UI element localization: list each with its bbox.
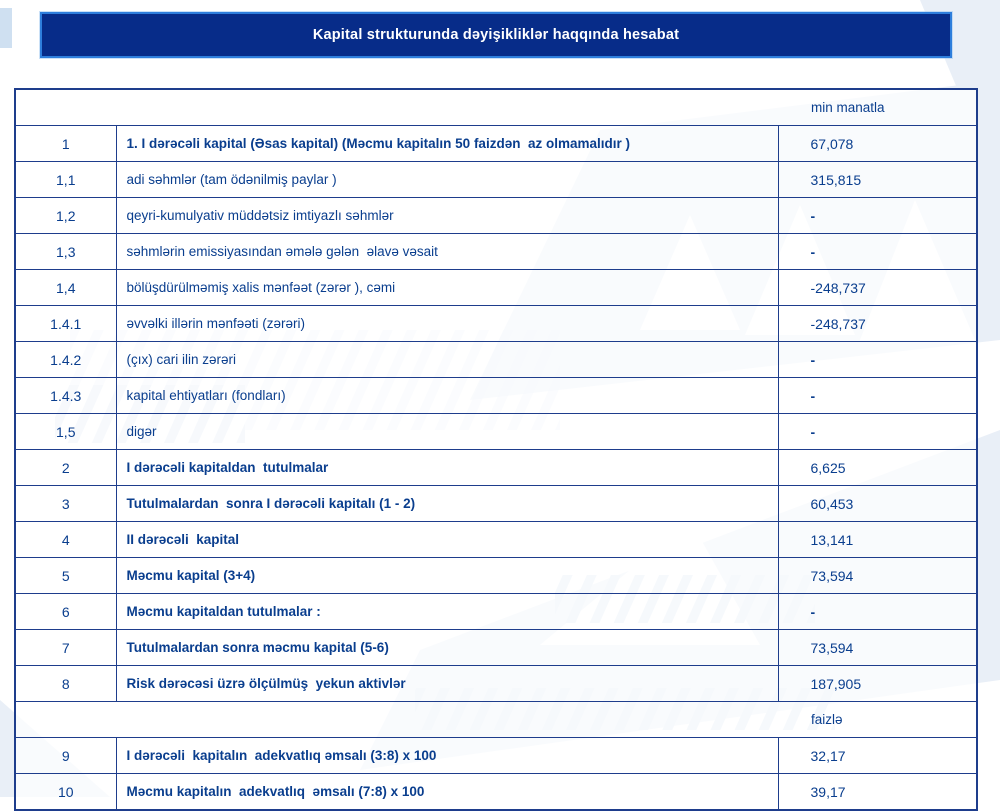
row-value: - — [777, 377, 978, 414]
unit-row-faizle: faizlə — [14, 701, 978, 738]
table-row-10: 10 Məcmu kapitalın adekvatlıq əmsalı (7:… — [14, 773, 978, 811]
table-row-9: 9 I dərəcəli kapitalın adekvatlıq əmsalı… — [14, 737, 978, 774]
row-value: 67,078 — [777, 125, 978, 162]
row-number: 1,5 — [14, 413, 117, 450]
table-row-1-3: 1,3 səhmlərin emissiyasından əmələ gələn… — [14, 233, 978, 270]
row-label: Məcmu kapital (3+4) — [115, 557, 779, 594]
table-row-5: 5 Məcmu kapital (3+4) 73,594 — [14, 557, 978, 594]
table-row-1-2: 1,2 qeyri-kumulyativ müddətsiz imtiyazlı… — [14, 197, 978, 234]
unit-row-min-manatla: min manatla — [14, 88, 978, 126]
row-number: 1,2 — [14, 197, 117, 234]
table-row-1-4: 1,4 bölüşdürülməmiş xalis mənfəət (zərər… — [14, 269, 978, 306]
row-label: II dərəcəli kapital — [115, 521, 779, 558]
table-row-8: 8 Risk dərəcəsi üzrə ölçülmüş yekun akti… — [14, 665, 978, 702]
row-number: 2 — [14, 449, 117, 486]
row-number: 1.4.1 — [14, 305, 117, 342]
row-number: 1.4.2 — [14, 341, 117, 378]
row-value: 315,815 — [777, 161, 978, 198]
row-value: 73,594 — [777, 557, 978, 594]
row-label: qeyri-kumulyativ müddətsiz imtiyazlı səh… — [115, 197, 779, 234]
row-value: 187,905 — [777, 665, 978, 702]
row-value: -248,737 — [777, 269, 978, 306]
row-number: 4 — [14, 521, 117, 558]
row-label: Tutulmalardan sonra I dərəcəli kapitalı … — [115, 485, 779, 522]
report-title: Kapital strukturunda dəyişikliklər haqqı… — [312, 27, 680, 43]
table-row-4: 4 II dərəcəli kapital 13,141 — [14, 521, 978, 558]
row-value: 39,17 — [777, 773, 978, 811]
table-row-7: 7 Tutulmalardan sonra məcmu kapital (5-6… — [14, 629, 978, 666]
row-label: Məcmu kapitalın adekvatlıq əmsalı (7:8) … — [115, 773, 779, 811]
row-number: 9 — [14, 737, 117, 774]
row-value: - — [777, 413, 978, 450]
row-label: adi səhmlər (tam ödənilmiş paylar ) — [115, 161, 779, 198]
capital-structure-table: min manatla 1 1. I dərəcəli kapital (Əsa… — [14, 88, 978, 811]
row-value: - — [777, 197, 978, 234]
row-label: 1. I dərəcəli kapital (Əsas kapital) (Mə… — [115, 125, 779, 162]
table-row-1-5: 1,5 digər - — [14, 413, 978, 450]
row-number: 6 — [14, 593, 117, 630]
row-number: 7 — [14, 629, 117, 666]
table-row-1-4-3: 1.4.3 kapital ehtiyatları (fondları) - — [14, 377, 978, 414]
table-row-1-4-2: 1.4.2 (çıx) cari ilin zərəri - — [14, 341, 978, 378]
row-number: 1,1 — [14, 161, 117, 198]
row-label: səhmlərin emissiyasından əmələ gələn əla… — [115, 233, 779, 270]
row-number: 1.4.3 — [14, 377, 117, 414]
row-label: bölüşdürülməmiş xalis mənfəət (zərər ), … — [115, 269, 779, 306]
row-value: -248,737 — [777, 305, 978, 342]
row-number: 10 — [14, 773, 117, 811]
row-label: əvvəlki illərin mənfəəti (zərəri) — [115, 305, 779, 342]
row-value: - — [777, 233, 978, 270]
table-row-1-4-1: 1.4.1 əvvəlki illərin mənfəəti (zərəri) … — [14, 305, 978, 342]
row-label: Məcmu kapitaldan tutulmalar : — [115, 593, 779, 630]
row-label: I dərəcəli kapitalın adekvatlıq əmsalı (… — [115, 737, 779, 774]
row-number: 5 — [14, 557, 117, 594]
row-value: - — [777, 593, 978, 630]
unit-label-top: min manatla — [811, 100, 885, 115]
row-label: (çıx) cari ilin zərəri — [115, 341, 779, 378]
row-value: 6,625 — [777, 449, 978, 486]
row-label: I dərəcəli kapitaldan tutulmalar — [115, 449, 779, 486]
table-row-1-1: 1,1 adi səhmlər (tam ödənilmiş paylar ) … — [14, 161, 978, 198]
row-value: - — [777, 341, 978, 378]
watermark-left-strip — [0, 8, 12, 48]
row-value: 13,141 — [777, 521, 978, 558]
row-value: 32,17 — [777, 737, 978, 774]
row-value: 73,594 — [777, 629, 978, 666]
table-row-6: 6 Məcmu kapitaldan tutulmalar : - — [14, 593, 978, 630]
row-number: 1,3 — [14, 233, 117, 270]
row-number: 8 — [14, 665, 117, 702]
row-label: digər — [115, 413, 779, 450]
row-number: 1 — [14, 125, 117, 162]
table-row-2: 2 I dərəcəli kapitaldan tutulmalar 6,625 — [14, 449, 978, 486]
row-number: 1,4 — [14, 269, 117, 306]
row-value: 60,453 — [777, 485, 978, 522]
row-label: Risk dərəcəsi üzrə ölçülmüş yekun aktivl… — [115, 665, 779, 702]
table-row-1: 1 1. I dərəcəli kapital (Əsas kapital) (… — [14, 125, 978, 162]
row-number: 3 — [14, 485, 117, 522]
table-row-3: 3 Tutulmalardan sonra I dərəcəli kapital… — [14, 485, 978, 522]
unit-label-bottom: faizlə — [811, 712, 843, 727]
row-label: Tutulmalardan sonra məcmu kapital (5-6) — [115, 629, 779, 666]
row-label: kapital ehtiyatları (fondları) — [115, 377, 779, 414]
report-title-bar: Kapital strukturunda dəyişikliklər haqqı… — [40, 12, 952, 58]
